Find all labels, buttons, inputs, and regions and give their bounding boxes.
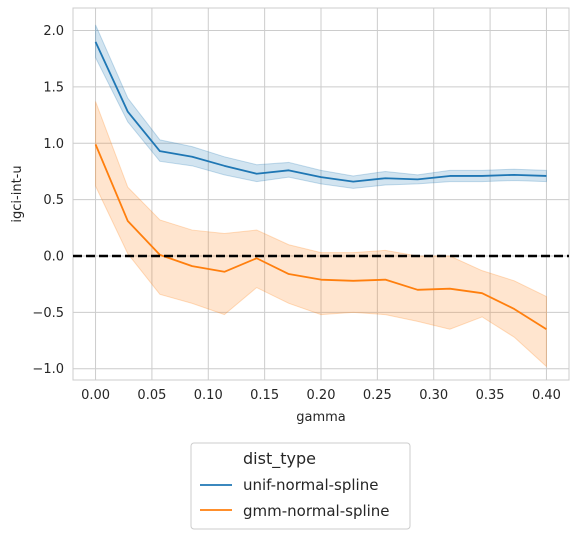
series-lines (94, 41, 547, 331)
confidence-band-unif-normal-spline (95, 24, 547, 189)
x-tick-label: 0.20 (307, 388, 336, 403)
x-tick-label: 0.25 (363, 388, 392, 403)
x-tick-label: 0.15 (250, 388, 279, 403)
confidence-bands (95, 24, 547, 368)
y-tick-label: 2.0 (43, 24, 64, 39)
y-tick-label: 1.0 (43, 137, 64, 152)
y-tick-label: 0.5 (43, 193, 64, 208)
y-tick-label: −0.5 (32, 306, 64, 321)
grid-lines (73, 8, 569, 380)
x-tick-label: 0.30 (419, 388, 448, 403)
y-tick-label: 0.0 (43, 250, 64, 265)
y-tick-label: 1.5 (43, 80, 64, 95)
x-tick-label: 0.40 (532, 388, 561, 403)
legend-label-unif-normal-spline: unif-normal-spline (243, 476, 378, 494)
series-line-unif-normal-spline (94, 41, 547, 183)
series-line-gmm-normal-spline (94, 144, 547, 331)
x-tick-label: 0.05 (137, 388, 166, 403)
legend-title: dist_type (243, 449, 316, 469)
x-axis-label: gamma (296, 410, 346, 425)
confidence-band-gmm-normal-spline (95, 101, 547, 368)
legend-frame (190, 442, 411, 530)
legend-label-gmm-normal-spline: gmm-normal-spline (243, 502, 390, 520)
x-tick-label: 0.00 (81, 388, 110, 403)
x-tick-label: 0.10 (194, 388, 223, 403)
x-tick-labels: 0.00 0.05 0.10 0.15 0.20 0.25 0.30 0.35 0.40 (81, 388, 561, 403)
y-tick-labels: −1.0 −0.5 0.0 0.5 1.0 1.5 2.0 (32, 24, 64, 377)
y-tick-label: −1.0 (32, 362, 64, 377)
x-tick-label: 0.35 (476, 388, 505, 403)
legend: dist_type unif-normal-spline gmm-normal-… (190, 442, 411, 530)
y-axis-label: igci-int-u (10, 165, 25, 222)
